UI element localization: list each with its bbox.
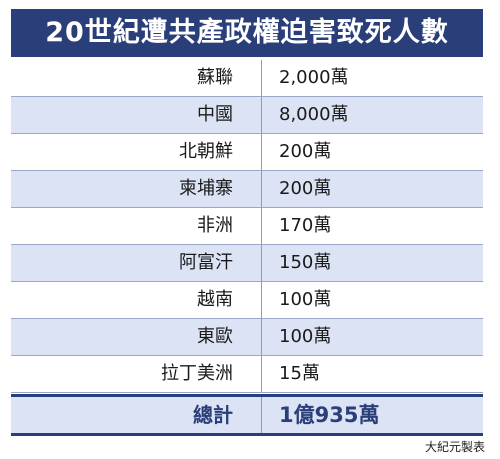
- table-row: 柬埔寨 200萬: [11, 171, 483, 208]
- country-cell: 拉丁美洲: [161, 363, 233, 384]
- country-cell: 北朝鮮: [179, 141, 233, 162]
- deaths-cell: 100萬: [279, 326, 332, 347]
- table-row: 北朝鮮 200萬: [11, 134, 483, 171]
- column-divider: [261, 171, 262, 207]
- table-row: 非洲 170萬: [11, 208, 483, 245]
- deaths-cell: 8,000萬: [279, 104, 349, 125]
- column-divider: [261, 319, 262, 355]
- table-row: 越南 100萬: [11, 282, 483, 319]
- total-row: 總計 1億935萬: [11, 394, 483, 436]
- table-row: 拉丁美洲 15萬: [11, 356, 483, 393]
- deaths-cell: 15萬: [279, 363, 320, 384]
- table-row: 中國 8,000萬: [11, 97, 483, 134]
- deaths-cell: 2,000萬: [279, 67, 349, 88]
- table-row: 阿富汗 150萬: [11, 245, 483, 282]
- column-divider: [261, 60, 262, 96]
- deaths-cell: 150萬: [279, 252, 332, 273]
- country-cell: 蘇聯: [197, 67, 233, 88]
- country-cell: 越南: [197, 289, 233, 310]
- total-label: 總計: [193, 403, 233, 427]
- column-divider: [261, 282, 262, 318]
- deaths-cell: 170萬: [279, 215, 332, 236]
- deaths-cell: 100萬: [279, 289, 332, 310]
- column-divider: [261, 356, 262, 392]
- column-divider: [261, 97, 262, 133]
- column-divider: [261, 397, 262, 433]
- total-value: 1億935萬: [279, 403, 380, 427]
- deaths-cell: 200萬: [279, 178, 332, 199]
- country-cell: 柬埔寨: [179, 178, 233, 199]
- country-cell: 非洲: [197, 215, 233, 236]
- table-row: 東歐 100萬: [11, 319, 483, 356]
- column-divider: [261, 134, 262, 170]
- source-credit: 大紀元製表: [424, 440, 485, 454]
- country-cell: 阿富汗: [179, 252, 233, 273]
- column-divider: [261, 208, 262, 244]
- column-divider: [261, 245, 262, 281]
- data-table: 蘇聯 2,000萬 中國 8,000萬 北朝鮮 200萬 柬埔寨 200萬 非洲…: [11, 60, 483, 393]
- country-cell: 東歐: [197, 326, 233, 347]
- table-title: 20世紀遭共產政權迫害致死人數: [11, 9, 483, 57]
- country-cell: 中國: [197, 104, 233, 125]
- table-row: 蘇聯 2,000萬: [11, 60, 483, 97]
- deaths-cell: 200萬: [279, 141, 332, 162]
